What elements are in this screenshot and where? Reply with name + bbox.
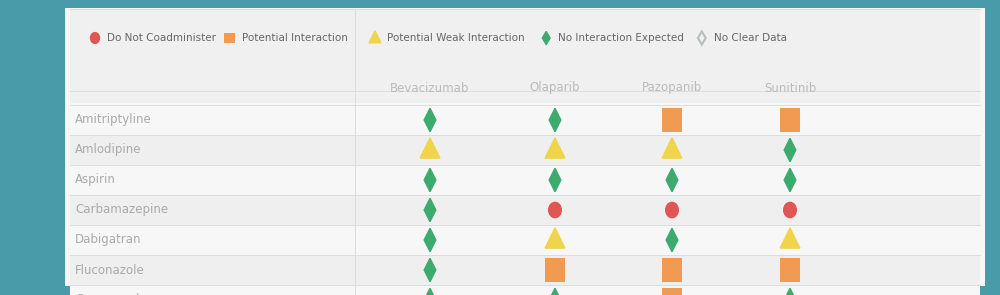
Text: Carbamazepine: Carbamazepine xyxy=(75,204,168,217)
Text: Dabigatran: Dabigatran xyxy=(75,234,142,247)
FancyBboxPatch shape xyxy=(662,288,682,295)
Text: Potential Interaction: Potential Interaction xyxy=(242,33,348,43)
Polygon shape xyxy=(549,108,561,132)
Polygon shape xyxy=(784,138,796,162)
Polygon shape xyxy=(545,228,565,248)
Polygon shape xyxy=(662,138,682,158)
FancyBboxPatch shape xyxy=(662,108,682,132)
Polygon shape xyxy=(545,138,565,158)
Polygon shape xyxy=(666,168,678,192)
Text: Amitriptyline: Amitriptyline xyxy=(75,114,152,127)
Text: Sunitinib: Sunitinib xyxy=(764,81,816,94)
Polygon shape xyxy=(780,228,800,248)
FancyBboxPatch shape xyxy=(70,165,980,195)
Polygon shape xyxy=(542,31,550,45)
Text: Pazopanib: Pazopanib xyxy=(642,81,702,94)
Polygon shape xyxy=(424,288,436,295)
FancyBboxPatch shape xyxy=(545,258,565,282)
Text: No Clear Data: No Clear Data xyxy=(714,33,787,43)
Polygon shape xyxy=(369,31,381,43)
Polygon shape xyxy=(420,138,440,158)
Text: Potential Weak Interaction: Potential Weak Interaction xyxy=(387,33,525,43)
Text: Aspirin: Aspirin xyxy=(75,173,116,186)
Polygon shape xyxy=(424,198,436,222)
FancyBboxPatch shape xyxy=(70,195,980,225)
Text: Omeprazole: Omeprazole xyxy=(75,294,147,295)
Text: Do Not Coadminister: Do Not Coadminister xyxy=(107,33,216,43)
FancyBboxPatch shape xyxy=(70,105,980,135)
Text: Amlodipine: Amlodipine xyxy=(75,143,142,157)
FancyBboxPatch shape xyxy=(224,33,235,43)
Text: Fluconazole: Fluconazole xyxy=(75,263,145,276)
Ellipse shape xyxy=(90,33,100,43)
FancyBboxPatch shape xyxy=(70,9,980,103)
FancyBboxPatch shape xyxy=(70,225,980,255)
FancyBboxPatch shape xyxy=(780,108,800,132)
Polygon shape xyxy=(424,258,436,282)
Ellipse shape xyxy=(784,202,796,218)
FancyBboxPatch shape xyxy=(70,255,980,285)
FancyBboxPatch shape xyxy=(70,285,980,295)
FancyBboxPatch shape xyxy=(780,258,800,282)
FancyBboxPatch shape xyxy=(662,258,682,282)
Ellipse shape xyxy=(666,202,678,218)
Polygon shape xyxy=(424,168,436,192)
Polygon shape xyxy=(424,108,436,132)
FancyBboxPatch shape xyxy=(70,135,980,165)
Polygon shape xyxy=(424,228,436,252)
Polygon shape xyxy=(549,168,561,192)
Text: Bevacizumab: Bevacizumab xyxy=(390,81,470,94)
Polygon shape xyxy=(784,288,796,295)
Text: Olaparib: Olaparib xyxy=(530,81,580,94)
Polygon shape xyxy=(549,288,561,295)
Polygon shape xyxy=(666,228,678,252)
Polygon shape xyxy=(784,168,796,192)
Ellipse shape xyxy=(549,202,561,218)
FancyBboxPatch shape xyxy=(65,8,985,286)
Text: No Interaction Expected: No Interaction Expected xyxy=(558,33,684,43)
